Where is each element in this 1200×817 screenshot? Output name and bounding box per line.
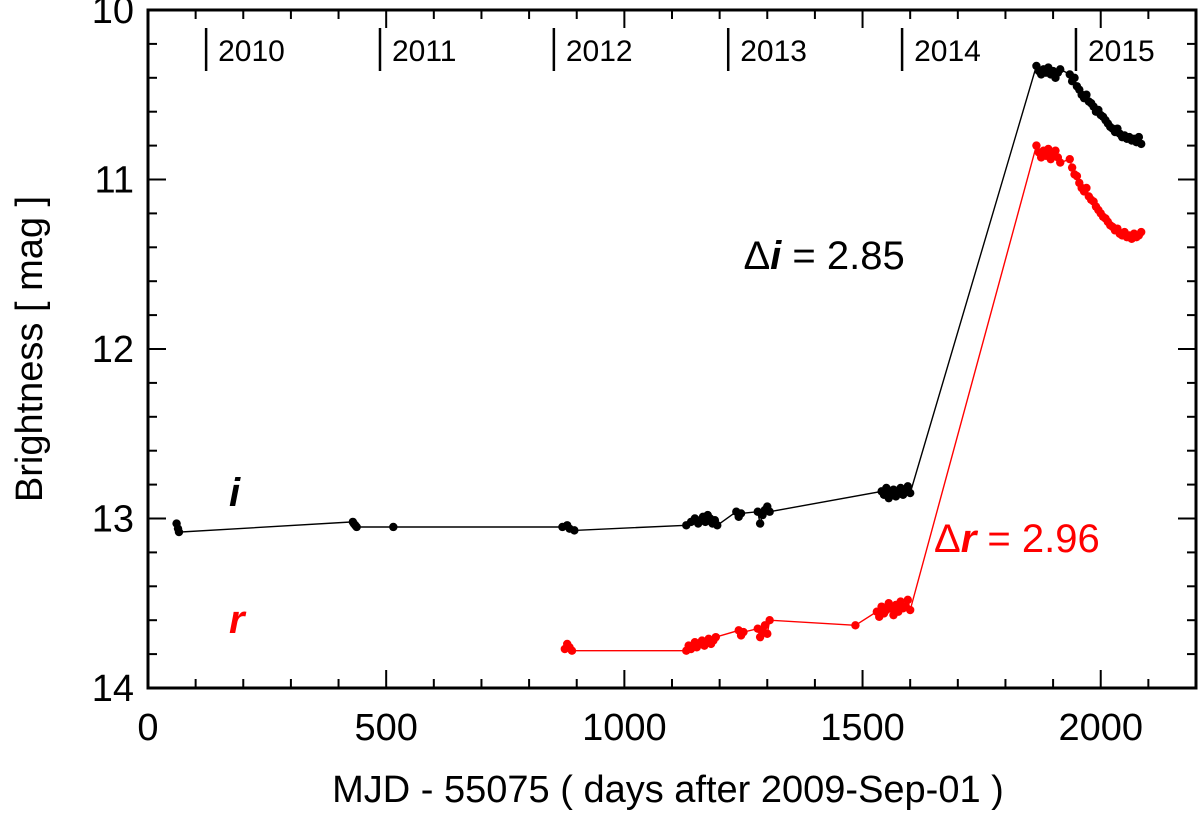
plot-frame	[146, 8, 1198, 690]
data-point-i	[1070, 73, 1079, 83]
data-point-r	[1137, 227, 1146, 237]
data-point-i	[903, 482, 912, 491]
data-point-i	[174, 527, 184, 537]
data-points	[172, 61, 1146, 655]
data-point-i	[1056, 65, 1065, 74]
y-tick-label: 14	[92, 668, 134, 710]
data-point-r	[1065, 154, 1074, 164]
data-point-i	[570, 526, 579, 535]
annotation-delta-i: Δi = 2.85	[743, 234, 904, 278]
annotation-r-label: r	[229, 598, 247, 642]
data-point-r	[763, 629, 772, 638]
data-point-i	[765, 507, 774, 516]
data-point-r	[905, 605, 915, 615]
annotations: i r Δi = 2.85 Δr = 2.96	[229, 234, 1100, 642]
data-point-i	[1134, 132, 1144, 142]
y-tick-label: 12	[92, 329, 134, 371]
data-point-r	[903, 595, 912, 605]
data-point-r	[1051, 146, 1060, 155]
data-point-r	[1072, 171, 1082, 181]
data-point-r	[1032, 141, 1041, 150]
x-tick-label: 0	[137, 707, 158, 749]
year-marker-label: 2013	[740, 35, 807, 68]
data-point-r	[711, 632, 721, 642]
y-tick-label: 10	[92, 0, 134, 32]
year-markers: 2010 2011 2012 2013 2014 2015	[204, 28, 1155, 71]
data-point-r	[851, 621, 860, 630]
data-point-i	[352, 522, 361, 532]
x-axis-title: MJD - 55075 ( days after 2009-Sep-01 )	[332, 769, 1004, 811]
data-point-i	[755, 519, 765, 528]
annotation-delta-r: Δr = 2.96	[934, 517, 1100, 561]
data-point-i	[736, 509, 746, 518]
x-tick-label: 2000	[1058, 707, 1143, 749]
year-marker-label: 2014	[914, 35, 981, 68]
x-tick-label: 1000	[582, 707, 667, 749]
data-point-i	[389, 522, 398, 532]
data-point-r	[1082, 183, 1091, 193]
annotation-i-label: i	[229, 471, 241, 515]
data-point-r	[1056, 158, 1065, 167]
series-lines	[175, 63, 1142, 652]
series-line-r	[564, 143, 1142, 652]
data-point-r	[739, 627, 748, 637]
data-point-r	[567, 646, 577, 655]
data-point-r	[765, 616, 774, 625]
series-line-i	[175, 63, 1142, 533]
x-tick-label: 1500	[820, 707, 905, 749]
data-point-r	[755, 632, 765, 642]
year-marker-label: 2015	[1088, 35, 1155, 68]
year-marker-label: 2011	[392, 35, 457, 68]
x-tick-label: 500	[354, 707, 417, 749]
data-point-i	[713, 521, 722, 530]
year-marker-label: 2012	[566, 35, 633, 68]
y-tick-label: 13	[92, 499, 134, 541]
year-marker-label: 2010	[218, 35, 285, 68]
data-point-r	[1067, 163, 1077, 172]
y-tick-label: 11	[95, 160, 134, 202]
axes: 0 500 1000 1500 2000 10 11 12 13 14 MJD - 55075 ( …	[9, 0, 1198, 811]
y-axis-title: Brightness [ mag ]	[9, 196, 51, 502]
data-point-i	[1082, 90, 1091, 99]
data-point-i	[1137, 139, 1146, 149]
data-point-i	[905, 488, 915, 498]
